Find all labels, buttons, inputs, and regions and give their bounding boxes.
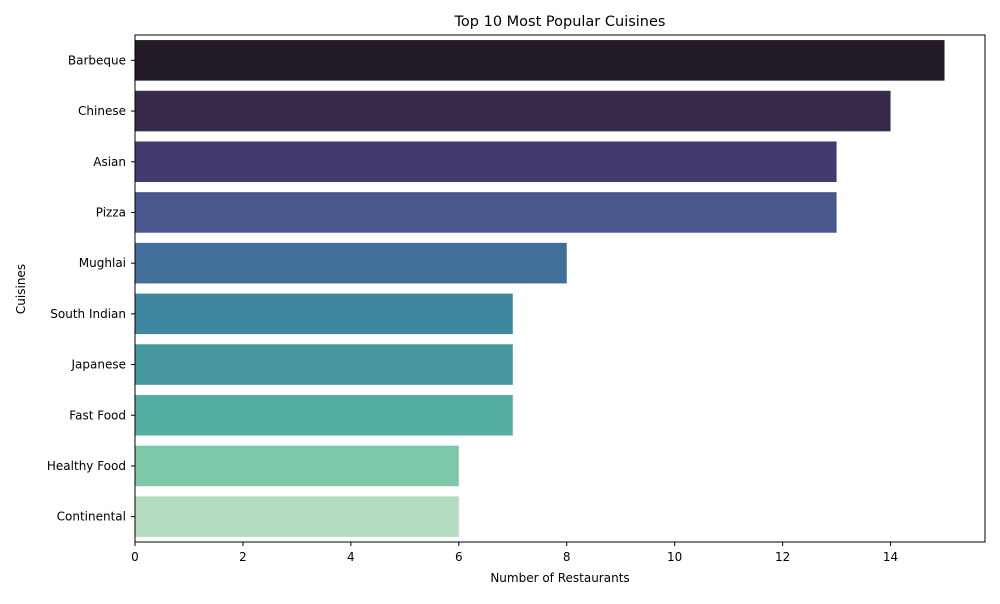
y-tick-label: Asian [93, 155, 126, 169]
x-tick-label: 8 [563, 550, 571, 564]
x-tick-label: 12 [775, 550, 790, 564]
bar-continental [135, 496, 459, 537]
bar-fast-food [135, 394, 513, 436]
plot-frame [134, 34, 986, 543]
x-tick-label: 4 [347, 550, 355, 564]
y-tick-label: Continental [57, 510, 126, 524]
bar-mughlai [135, 242, 567, 284]
bars-group [135, 40, 945, 537]
bar-chinese [135, 90, 891, 132]
bar-barbeque [135, 40, 945, 81]
y-tick-label: Japanese [71, 358, 127, 372]
y-axis-label: Cuisines [14, 264, 28, 314]
x-tick-label: 2 [239, 550, 247, 564]
x-tick-label: 14 [883, 550, 898, 564]
y-tick-label: Healthy Food [47, 459, 126, 473]
y-tick-label: South Indian [50, 307, 126, 321]
bar-japanese [135, 344, 513, 385]
bar-pizza [135, 192, 837, 233]
y-axis-ticks: Barbeque Chinese Asian Pizza Mughlai South In… [47, 53, 135, 524]
y-tick-label: Pizza [96, 205, 126, 219]
y-tick-label: Barbeque [68, 53, 126, 67]
y-tick-label: Mughlai [79, 256, 126, 270]
x-axis-ticks: 0 2 4 6 8 10 12 14 [131, 542, 898, 564]
chart-title: Top 10 Most Popular Cuisines [454, 14, 666, 30]
x-tick-label: 0 [131, 550, 139, 564]
bar-south-indian [135, 293, 513, 335]
y-tick-label: Fast Food [69, 408, 126, 422]
bar-healthy-food [135, 445, 459, 487]
x-axis-label: Number of Restaurants [490, 571, 629, 585]
bar-asian [135, 141, 837, 183]
y-tick-label: Chinese [78, 104, 126, 118]
x-tick-label: 6 [455, 550, 463, 564]
x-tick-label: 10 [667, 550, 682, 564]
